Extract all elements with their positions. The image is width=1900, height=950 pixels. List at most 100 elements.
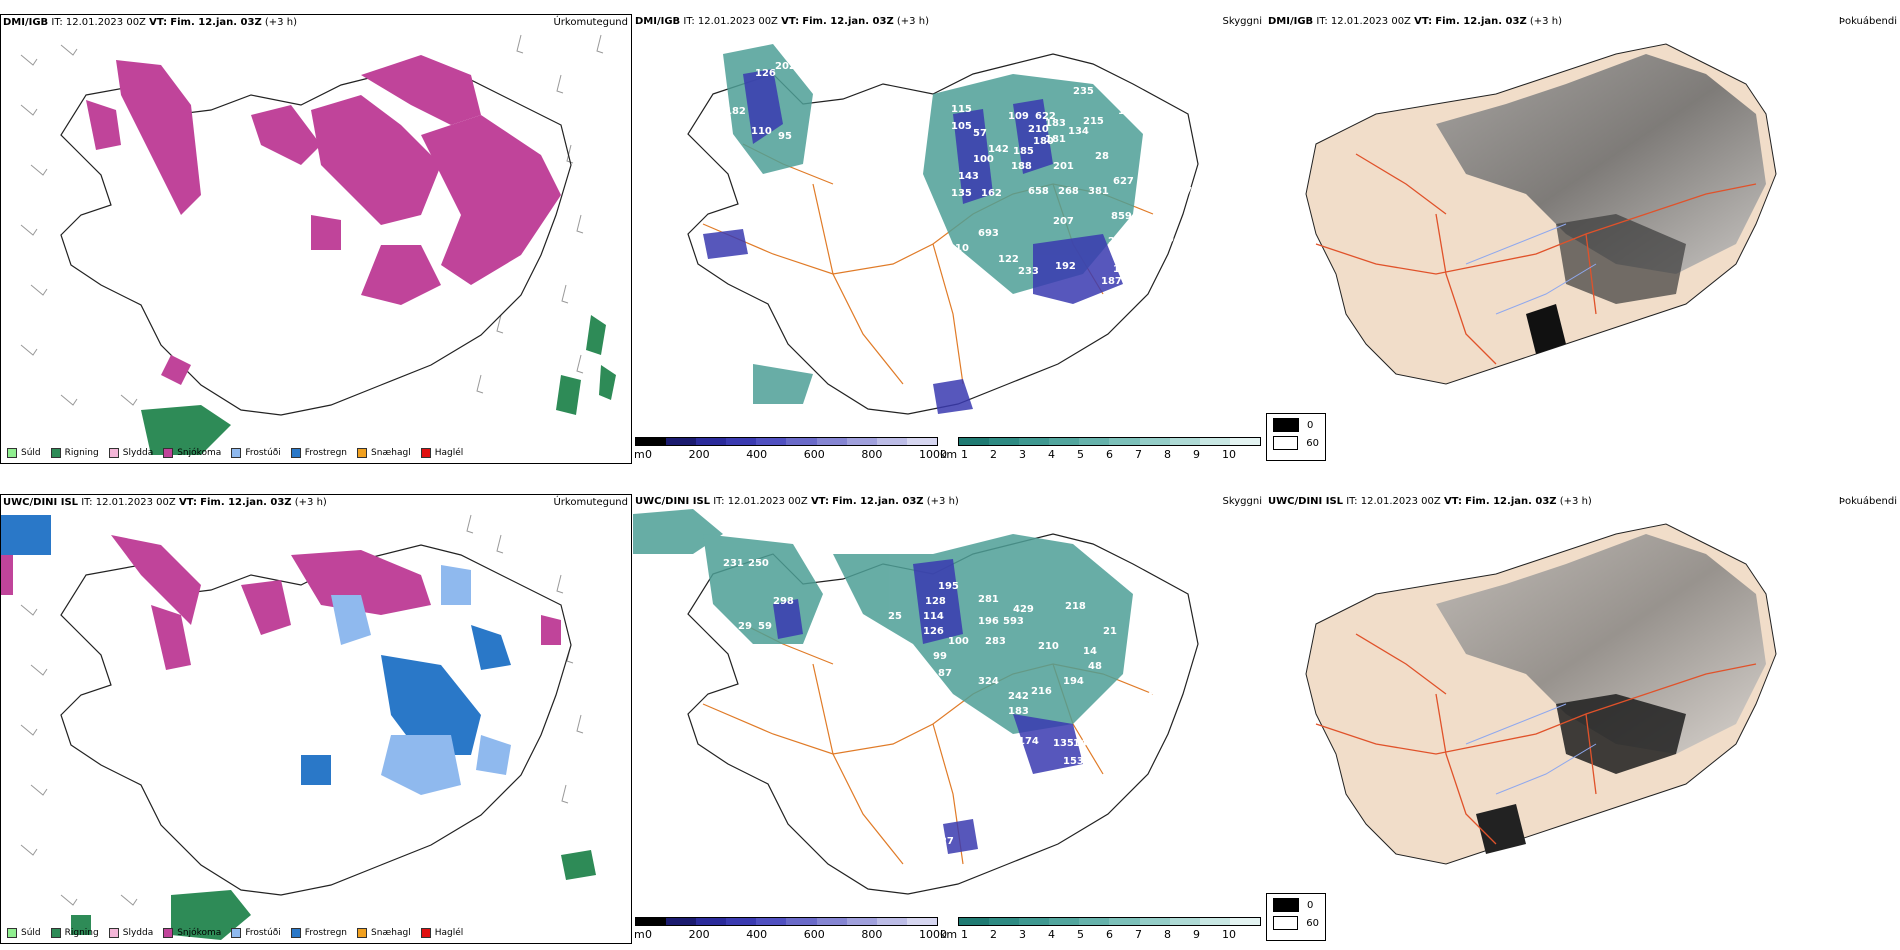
map-value-label: 174 (1018, 736, 1039, 747)
map-value-label: 354 (883, 186, 904, 197)
ceiling-purple (703, 69, 1123, 414)
precip-map-row1 (20, 34, 616, 455)
tick-label: 9 (1193, 448, 1200, 461)
init-time: 12.01.2023 00Z (65, 17, 146, 28)
map-value-label: 191 (1113, 264, 1134, 275)
map-value-label: 188 (1153, 171, 1174, 182)
ceiling-unit: m (634, 448, 645, 461)
fog-shade (1436, 534, 1766, 754)
tick-label: 0 (645, 928, 652, 941)
iceland-coastline (60, 544, 572, 896)
tick-label: 9 (1193, 928, 1200, 941)
tick-label: 6 (1106, 448, 1113, 461)
map-value-label: 161 (988, 738, 1009, 749)
legend-item: Frostregn (290, 448, 347, 458)
map-value-label: 128 (925, 596, 946, 607)
fog-dark (1556, 694, 1686, 774)
wind-barbs (20, 34, 604, 406)
legend-item: Súld (7, 928, 41, 938)
map-value-label: 658 (1028, 186, 1049, 197)
map-value-label: 135 (1053, 738, 1074, 749)
ceiling-unit: m (634, 928, 645, 941)
map-value-label: 59 (758, 621, 772, 632)
tick-label: 800 (861, 928, 883, 941)
ceiling-ticks: 0 200 400 600 800 1000 (645, 928, 947, 941)
map-value-label: 25 (888, 611, 902, 622)
visibility-colorbar (958, 437, 1261, 446)
map-value-label: 255 (1108, 236, 1129, 247)
precip-legend: Súld Rigning Slydda Snjókoma Frostúði Fr… (7, 928, 463, 938)
tick-label: 800 (861, 448, 883, 461)
tick-label: 8 (1164, 448, 1171, 461)
map-value-label: 227 (933, 836, 954, 847)
tick-label: 5 (1077, 928, 1084, 941)
map-value-label: 115 (951, 104, 972, 115)
map-value-label: 593 (1003, 616, 1024, 627)
height-labels-layer: 182 126 202 95 210 110 522 111 115 105 1… (725, 61, 1192, 287)
init-time: 12.01.2023 00Z (697, 16, 778, 27)
snow-edge (1, 555, 13, 595)
map-value-label: 114 (923, 611, 944, 622)
map-value-label: 183 (1045, 118, 1066, 129)
visibility-colorbar (958, 917, 1261, 926)
valid-time: Fim. 12.jan. 03Z (802, 16, 894, 27)
map-value-label: 29 (1148, 686, 1162, 697)
map-value-label: 52 (878, 154, 892, 165)
model-name: DMI/IGB (635, 16, 681, 27)
map-value-label: 181 (1045, 134, 1066, 145)
map-value-label: 208 (1113, 728, 1134, 739)
lead-time: (+3 h) (926, 496, 959, 507)
legend-item: 0 (1273, 418, 1319, 432)
panel-type-title: Þokuábendi (1838, 496, 1897, 507)
map-value-label: 242 (1008, 691, 1029, 702)
tick-label: 200 (688, 928, 710, 941)
legend-item: Súld (7, 448, 41, 458)
map-value-label: 111 (728, 218, 749, 229)
rain-areas (71, 850, 596, 940)
panel-header: UWC/DINI ISL IT: 12.01.2023 00Z VT: Fim.… (635, 496, 959, 507)
map-value-label: 10 (920, 696, 934, 707)
fog-blackspot (1526, 304, 1566, 354)
fog-panel-row2: UWC/DINI ISL IT: 12.01.2023 00Z VT: Fim.… (1266, 494, 1900, 944)
map-value-label: 268 (1058, 186, 1079, 197)
panel-type-title: Þokuábendi (1838, 16, 1897, 27)
legend-item: 60 (1273, 436, 1319, 450)
map-value-label: 134 (1068, 126, 1089, 137)
map-value-label: 10 (955, 243, 969, 254)
tick-label: 7 (1135, 448, 1142, 461)
map-value-label: 17 (1178, 186, 1192, 197)
visibility-ticks: 1 2 3 4 5 6 7 8 9 10 (961, 928, 1236, 941)
map-value-label: 122 (998, 254, 1019, 265)
map-value-label: 263 (1158, 216, 1179, 227)
map-value-label: 195 (938, 581, 959, 592)
vt-label: VT: (178, 497, 197, 508)
map-value-label: 224 (783, 661, 804, 672)
panel-header: UWC/DINI ISL IT: 12.01.2023 00Z VT: Fim.… (1268, 496, 1592, 507)
tick-label: 5 (1077, 448, 1084, 461)
model-name: DMI/IGB (3, 17, 49, 28)
visibility-map-row1: 182 126 202 95 210 110 522 111 115 105 1… (687, 44, 1199, 415)
frostudi-areas (331, 565, 511, 795)
ceiling-purple (773, 559, 1083, 854)
map-value-label: 113 (968, 726, 989, 737)
map-value-label: 140 (1073, 738, 1094, 749)
map-value-label: 210 (1028, 124, 1049, 135)
it-label: IT: (51, 17, 63, 28)
map-value-label: 201 (1053, 161, 1074, 172)
precip-panel-row2: UWC/DINI ISL IT: 12.01.2023 00Z VT: Fim.… (0, 494, 632, 944)
visibility-teal (723, 44, 1143, 404)
lead-time: (+3 h) (264, 17, 297, 28)
init-time: 12.01.2023 00Z (1330, 16, 1411, 27)
visibility-map-row2: 231 250 298 29 59 224 25 195 128 114 126… (633, 509, 1199, 895)
map-value-label: 324 (978, 676, 999, 687)
map-value-label: 210 (1038, 641, 1059, 652)
tick-label: 8 (1164, 928, 1171, 941)
map-value-label: 196 (978, 616, 999, 627)
valid-time: Fim. 12.jan. 03Z (1465, 496, 1557, 507)
vt-label: VT: (149, 17, 168, 28)
map-value-label: 429 (1013, 604, 1034, 615)
map-value-label: 522 (793, 201, 814, 212)
tick-label: 0 (645, 448, 652, 461)
map-value-label: 28 (1095, 151, 1109, 162)
map-value-label: 627 (1113, 176, 1134, 187)
